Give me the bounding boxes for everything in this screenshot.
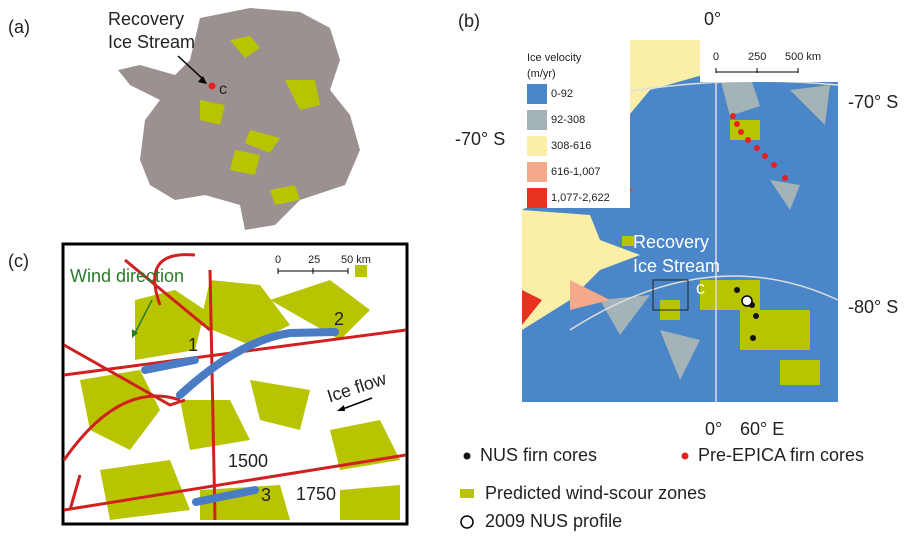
legend-swatch bbox=[527, 162, 547, 182]
profile-label: 1 bbox=[188, 335, 198, 355]
wind-label: Wind direction bbox=[70, 266, 184, 286]
legend-label: NUS firn cores bbox=[480, 445, 597, 465]
panel-a: (a) Recovery Ice Stream c bbox=[8, 8, 360, 230]
legend-label: Pre-EPICA firn cores bbox=[698, 445, 864, 465]
panel-label: (b) bbox=[458, 11, 480, 31]
legend-title: (m/yr) bbox=[527, 68, 556, 80]
legend-label: 1,077-2,622 bbox=[551, 192, 610, 204]
site-label: c bbox=[696, 278, 705, 298]
legend-label: Predicted wind-scour zones bbox=[485, 483, 706, 503]
legend-label: 2009 NUS profile bbox=[485, 511, 622, 531]
legend-marker bbox=[464, 453, 471, 460]
lat-label: -70° S bbox=[455, 129, 505, 149]
contour-label: 1500 bbox=[228, 451, 268, 471]
scale-label: 250 bbox=[748, 51, 766, 63]
scale-label: 0 bbox=[275, 254, 281, 266]
contour-label: 1750 bbox=[296, 484, 336, 504]
legend-label: 92-308 bbox=[551, 114, 585, 126]
callout-line: Recovery bbox=[108, 9, 184, 29]
legend-label: 616-1,007 bbox=[551, 166, 601, 178]
legend-swatch bbox=[527, 84, 547, 104]
scale-label: 25 bbox=[308, 254, 320, 266]
legend-swatch bbox=[527, 136, 547, 156]
legend-title: Ice velocity bbox=[527, 52, 582, 64]
figure: (a) Recovery Ice Stream c (b) 0° bbox=[0, 0, 924, 539]
scale-label: 500 km bbox=[785, 51, 821, 63]
legend-swatch bbox=[527, 110, 547, 130]
stream-name: Recovery bbox=[633, 232, 709, 252]
profile-label: 2 bbox=[334, 309, 344, 329]
scale-label: 0 bbox=[713, 51, 719, 63]
lat-label: -80° S bbox=[848, 297, 898, 317]
legend-label: 308-616 bbox=[551, 140, 591, 152]
panel-label: (a) bbox=[8, 17, 30, 37]
nus-profile bbox=[742, 296, 752, 306]
lat-label: -70° S bbox=[848, 92, 898, 112]
panel-c: (c) Wind direction 0 25 50 km 1 2 3 Ic bbox=[8, 244, 407, 524]
legend-label: 0-92 bbox=[551, 88, 573, 100]
site-dot bbox=[209, 83, 216, 90]
lon-label: 60° E bbox=[740, 419, 784, 439]
page: { "panel_a": {"label": "(a)", "callout":… bbox=[0, 0, 924, 539]
stream-name: Ice Stream bbox=[633, 256, 720, 276]
legend-marker bbox=[460, 489, 474, 498]
profile-label: 3 bbox=[261, 485, 271, 505]
panel-label: (c) bbox=[8, 251, 29, 271]
legend-marker bbox=[461, 516, 473, 528]
callout-line: Ice Stream bbox=[108, 32, 195, 52]
site-label: c bbox=[219, 81, 227, 98]
legend-swatch bbox=[527, 188, 547, 208]
lon-label: 0° bbox=[704, 9, 721, 29]
symbol-legend: NUS firn cores Pre-EPICA firn cores Pred… bbox=[460, 445, 864, 531]
lon-label: 0° bbox=[705, 419, 722, 439]
scale-label: 50 km bbox=[341, 254, 371, 266]
legend-marker bbox=[682, 453, 689, 460]
panel-b: (b) 0° Ice velocity (m/yr) 0-92 92-308 308… bbox=[455, 9, 898, 439]
